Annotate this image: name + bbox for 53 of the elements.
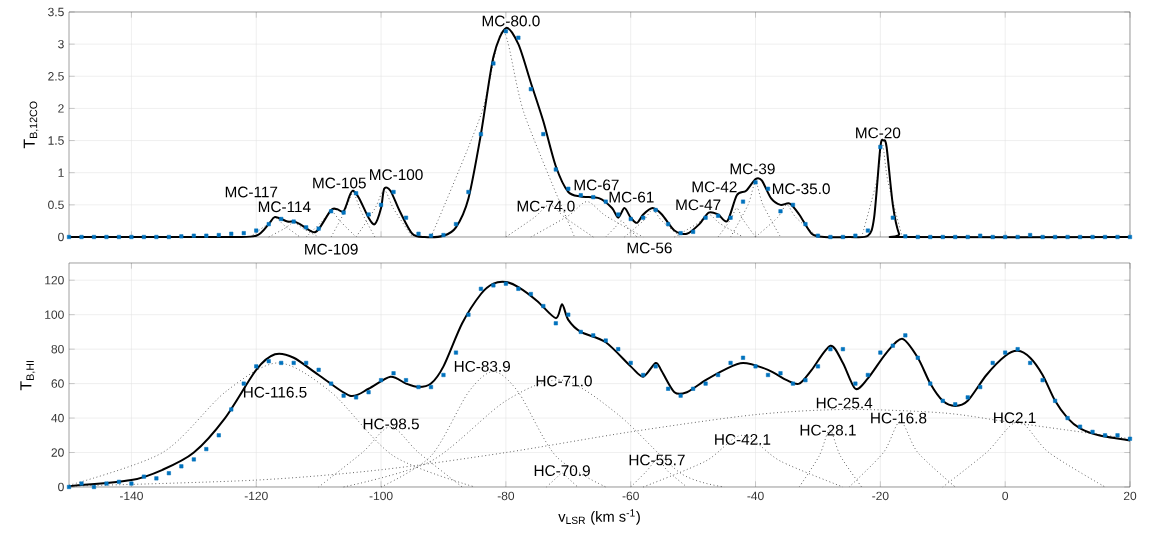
annotation: MC-74.0 xyxy=(517,200,575,212)
annotation: MC-114 xyxy=(258,201,311,213)
y-tick-label: 100 xyxy=(45,310,64,319)
x-tick-label: -120 xyxy=(244,491,268,501)
annotation: MC-100 xyxy=(370,169,423,181)
annotation: HC-55.7 xyxy=(629,454,685,466)
x-tick-label: -40 xyxy=(747,491,764,501)
x-axis-title: v$_{LSR}$ (km s$^{-1}$) xyxy=(558,509,640,525)
y-tick-label: 60 xyxy=(51,379,64,388)
annotation: MC-61 xyxy=(609,191,654,203)
annotation: HC2.1 xyxy=(994,412,1036,424)
annotation: MC-35.0 xyxy=(772,183,830,195)
x-tick-label: 0 xyxy=(1002,491,1009,501)
y-tick-label: 80 xyxy=(51,344,64,354)
annotation: HC-42.1 xyxy=(715,434,771,445)
y-tick-label: 20 xyxy=(51,448,64,457)
annotation: MC-105 xyxy=(313,177,366,189)
y-axis-title: T$_{B,12CO}$ xyxy=(23,101,39,149)
text: MC-56 xyxy=(627,242,672,254)
y-axis-title: T$_{B,HI}$ xyxy=(20,361,36,391)
text: MC-109 xyxy=(305,243,358,255)
annotation: MC-39 xyxy=(730,163,775,175)
y-tick-label: 3 xyxy=(58,39,64,49)
x-tick-label: -60 xyxy=(622,491,639,501)
annotation: HC-71.0 xyxy=(536,375,592,387)
annotation: MC-20 xyxy=(856,127,901,139)
annotation: MC-117 xyxy=(225,186,278,198)
y-tick-label: 0 xyxy=(58,232,64,242)
y-tick-label: 2 xyxy=(58,104,64,113)
annotation: MC-42 xyxy=(692,181,737,193)
annotation: HC-70.9 xyxy=(534,465,590,477)
x-tick-label: -20 xyxy=(872,491,889,501)
annotation: MC-80.0 xyxy=(482,15,540,27)
annotation: MC-67 xyxy=(574,179,619,191)
y-tick-label: 3.5 xyxy=(48,7,64,17)
y-tick-label: 1.5 xyxy=(48,136,64,145)
y-tick-label: 120 xyxy=(45,275,64,285)
annotation: HC-116.5 xyxy=(243,386,307,398)
annotation: HC-25.4 xyxy=(816,397,873,409)
y-tick-label: 0.5 xyxy=(48,200,64,210)
annotation: HC-83.9 xyxy=(454,360,510,372)
y-tick-label: 2.5 xyxy=(48,72,64,81)
x-tick-label: 20 xyxy=(1123,491,1137,501)
y-tick-label: 0 xyxy=(58,482,64,492)
annotation: HC-16.8 xyxy=(871,412,927,424)
annotation: MC-47 xyxy=(676,199,721,211)
x-tick-label: -140 xyxy=(119,491,143,501)
x-tick-label: -80 xyxy=(497,491,515,501)
annotation: HC-98.5 xyxy=(363,418,419,430)
annotation: HC-28.1 xyxy=(800,424,856,436)
x-tick-label: -100 xyxy=(369,491,393,501)
y-tick-label: 1 xyxy=(58,168,64,177)
y-tick-label: 40 xyxy=(51,413,64,423)
